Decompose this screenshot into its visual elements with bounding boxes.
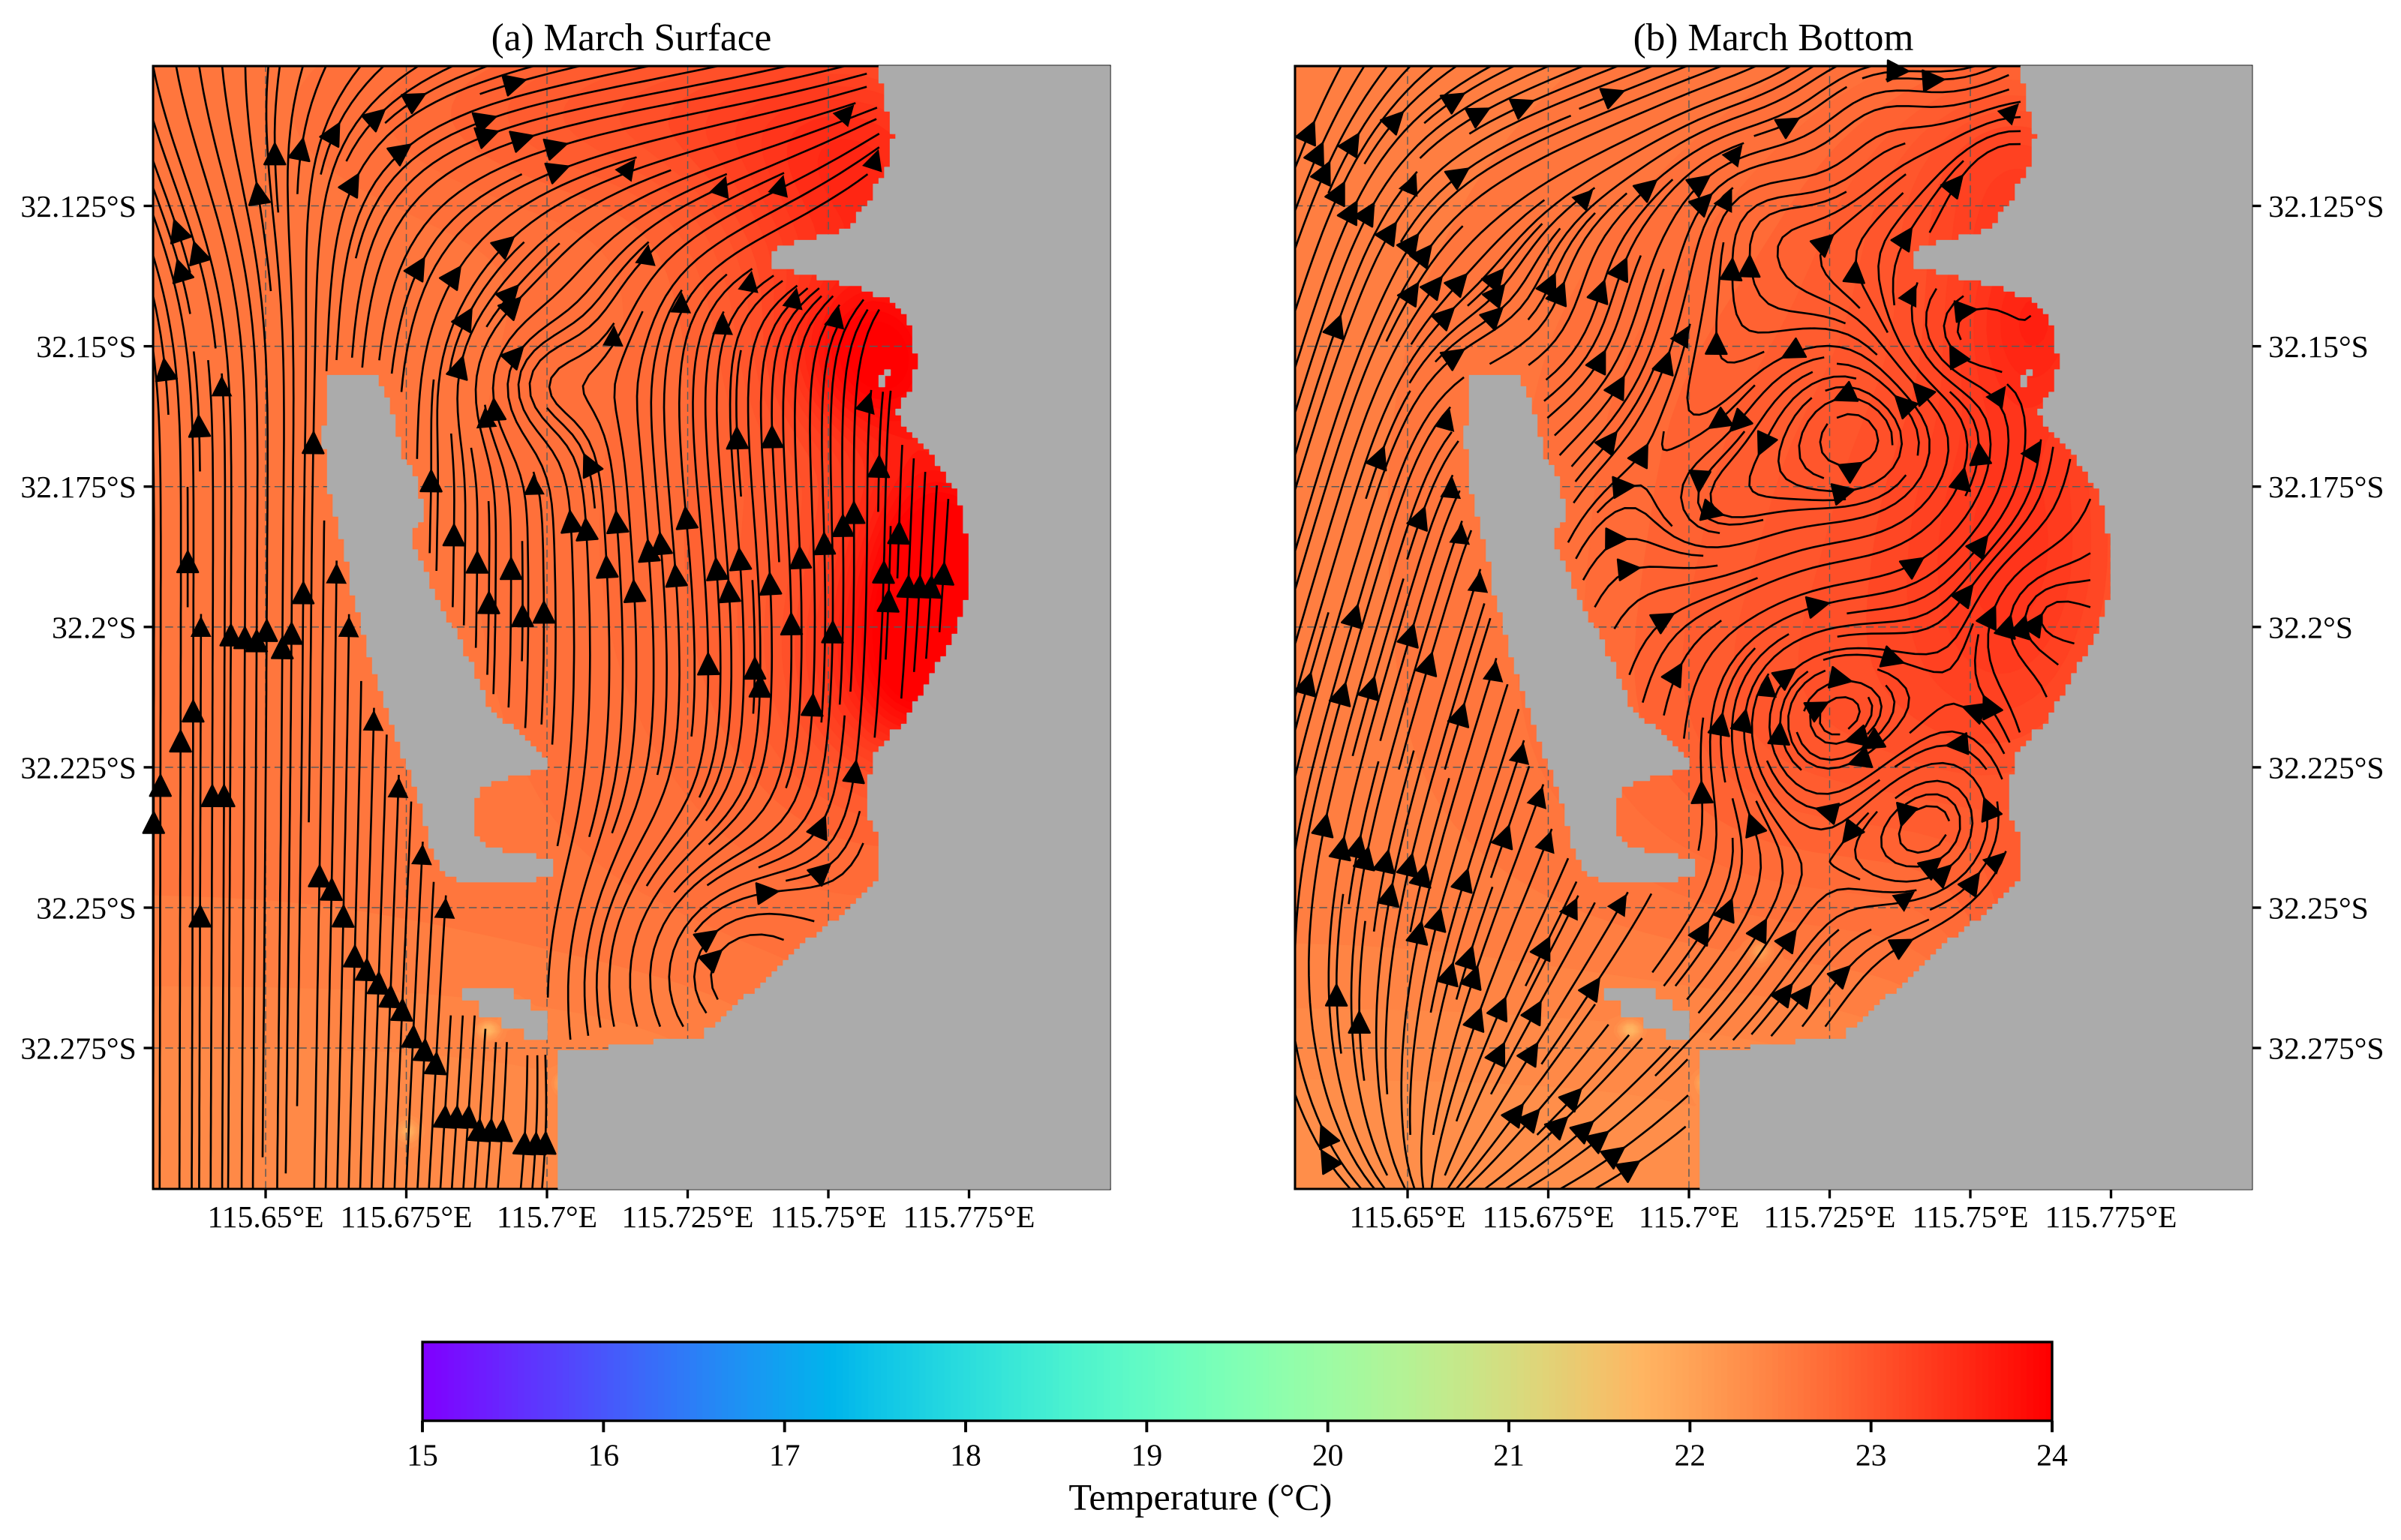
svg-text:32.25°S: 32.25°S	[2268, 891, 2369, 926]
svg-text:115.7°E: 115.7°E	[497, 1200, 597, 1235]
svg-text:32.225°S: 32.225°S	[20, 751, 136, 785]
svg-text:115.65°E: 115.65°E	[1349, 1200, 1465, 1235]
svg-text:32.15°S: 32.15°S	[36, 330, 137, 365]
svg-text:18: 18	[950, 1438, 981, 1472]
svg-text:32.175°S: 32.175°S	[2268, 470, 2384, 505]
svg-text:115.775°E: 115.775°E	[903, 1200, 1035, 1235]
svg-text:115.675°E: 115.675°E	[1483, 1200, 1615, 1235]
svg-text:(a) March Surface: (a) March Surface	[491, 17, 772, 59]
svg-text:115.75°E: 115.75°E	[770, 1200, 886, 1235]
svg-text:15: 15	[407, 1438, 438, 1472]
svg-text:115.675°E: 115.675°E	[341, 1200, 473, 1235]
svg-text:32.15°S: 32.15°S	[2268, 330, 2369, 365]
svg-text:115.7°E: 115.7°E	[1639, 1200, 1739, 1235]
svg-text:Temperature (°C): Temperature (°C)	[1068, 1476, 1332, 1518]
svg-text:20: 20	[1312, 1438, 1344, 1472]
svg-text:32.125°S: 32.125°S	[2268, 190, 2384, 224]
svg-text:115.725°E: 115.725°E	[1764, 1200, 1896, 1235]
svg-text:115.725°E: 115.725°E	[622, 1200, 754, 1235]
svg-text:32.2°S: 32.2°S	[2268, 611, 2353, 645]
svg-text:32.25°S: 32.25°S	[36, 891, 137, 926]
svg-text:21: 21	[1493, 1438, 1525, 1472]
svg-text:115.75°E: 115.75°E	[1912, 1200, 2028, 1235]
svg-text:32.125°S: 32.125°S	[20, 190, 136, 224]
svg-text:115.65°E: 115.65°E	[207, 1200, 323, 1235]
svg-text:32.275°S: 32.275°S	[2268, 1032, 2384, 1067]
svg-text:22: 22	[1675, 1438, 1706, 1472]
svg-text:17: 17	[769, 1438, 801, 1472]
svg-text:32.225°S: 32.225°S	[2268, 751, 2384, 785]
svg-text:24: 24	[2036, 1438, 2068, 1472]
svg-text:23: 23	[1856, 1438, 1887, 1472]
svg-text:(b) March Bottom: (b) March Bottom	[1633, 17, 1914, 59]
svg-text:115.775°E: 115.775°E	[2045, 1200, 2177, 1235]
svg-text:32.275°S: 32.275°S	[20, 1032, 136, 1067]
svg-text:19: 19	[1131, 1438, 1163, 1472]
svg-text:32.2°S: 32.2°S	[52, 611, 137, 645]
svg-text:16: 16	[588, 1438, 620, 1472]
svg-text:32.175°S: 32.175°S	[20, 470, 136, 505]
